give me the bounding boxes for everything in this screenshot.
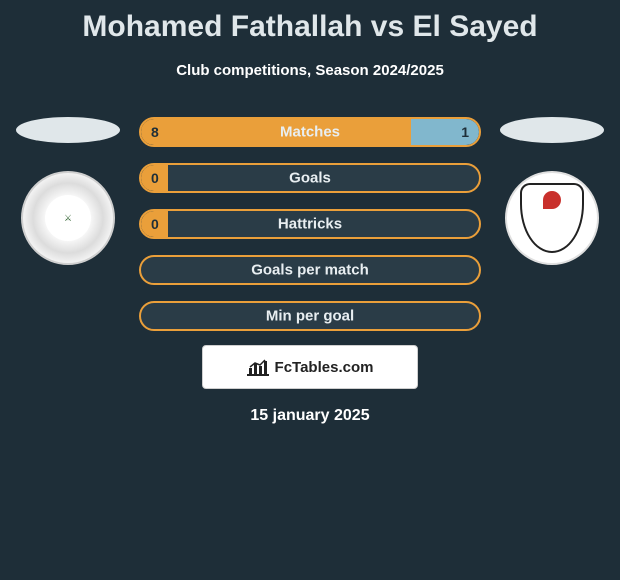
stat-bar: Goals per match — [139, 255, 481, 285]
subtitle: Club competitions, Season 2024/2025 — [0, 62, 620, 79]
title-connector: vs — [371, 10, 404, 43]
date-text: 15 january 2025 — [0, 407, 620, 425]
stat-bar: 8 1 Matches — [139, 117, 481, 147]
stat-bar: 0 Hattricks — [139, 209, 481, 239]
player2-name: El Sayed — [413, 10, 538, 43]
chart-icon — [247, 358, 269, 376]
bar-label: Min per goal — [266, 308, 354, 325]
page-title: Mohamed Fathallah vs El Sayed — [0, 10, 620, 44]
stat-bar: Min per goal — [139, 301, 481, 331]
club-emblem-icon: ⚔ — [45, 195, 91, 241]
stat-bar: 0 Goals — [139, 163, 481, 193]
bar-value-right: 1 — [461, 124, 469, 140]
main-panel: ⚔ 8 1 Matches 0 Goals 0 Hattricks Goals per mat… — [0, 117, 620, 331]
player1-marker — [16, 117, 120, 143]
bar-value-left: 0 — [151, 216, 159, 232]
bar-label: Hattricks — [278, 216, 342, 233]
bar-fill-left — [141, 119, 411, 145]
comparison-widget: Mohamed Fathallah vs El Sayed Club compe… — [0, 0, 620, 425]
player1-club-badge: ⚔ — [21, 171, 115, 265]
bar-value-left: 0 — [151, 170, 159, 186]
player2-marker — [500, 117, 604, 143]
player1-name: Mohamed Fathallah — [82, 10, 362, 43]
bar-label: Matches — [280, 124, 340, 141]
attribution-text: FcTables.com — [275, 359, 374, 376]
bar-value-left: 8 — [151, 124, 159, 140]
left-side: ⚔ — [11, 117, 125, 265]
right-side — [495, 117, 609, 265]
stat-bars: 8 1 Matches 0 Goals 0 Hattricks Goals per match… — [139, 117, 481, 331]
bar-label: Goals — [289, 170, 331, 187]
attribution-box: FcTables.com — [202, 345, 418, 389]
club-shield-icon — [520, 183, 584, 253]
bar-label: Goals per match — [251, 262, 369, 279]
player2-club-badge — [505, 171, 599, 265]
